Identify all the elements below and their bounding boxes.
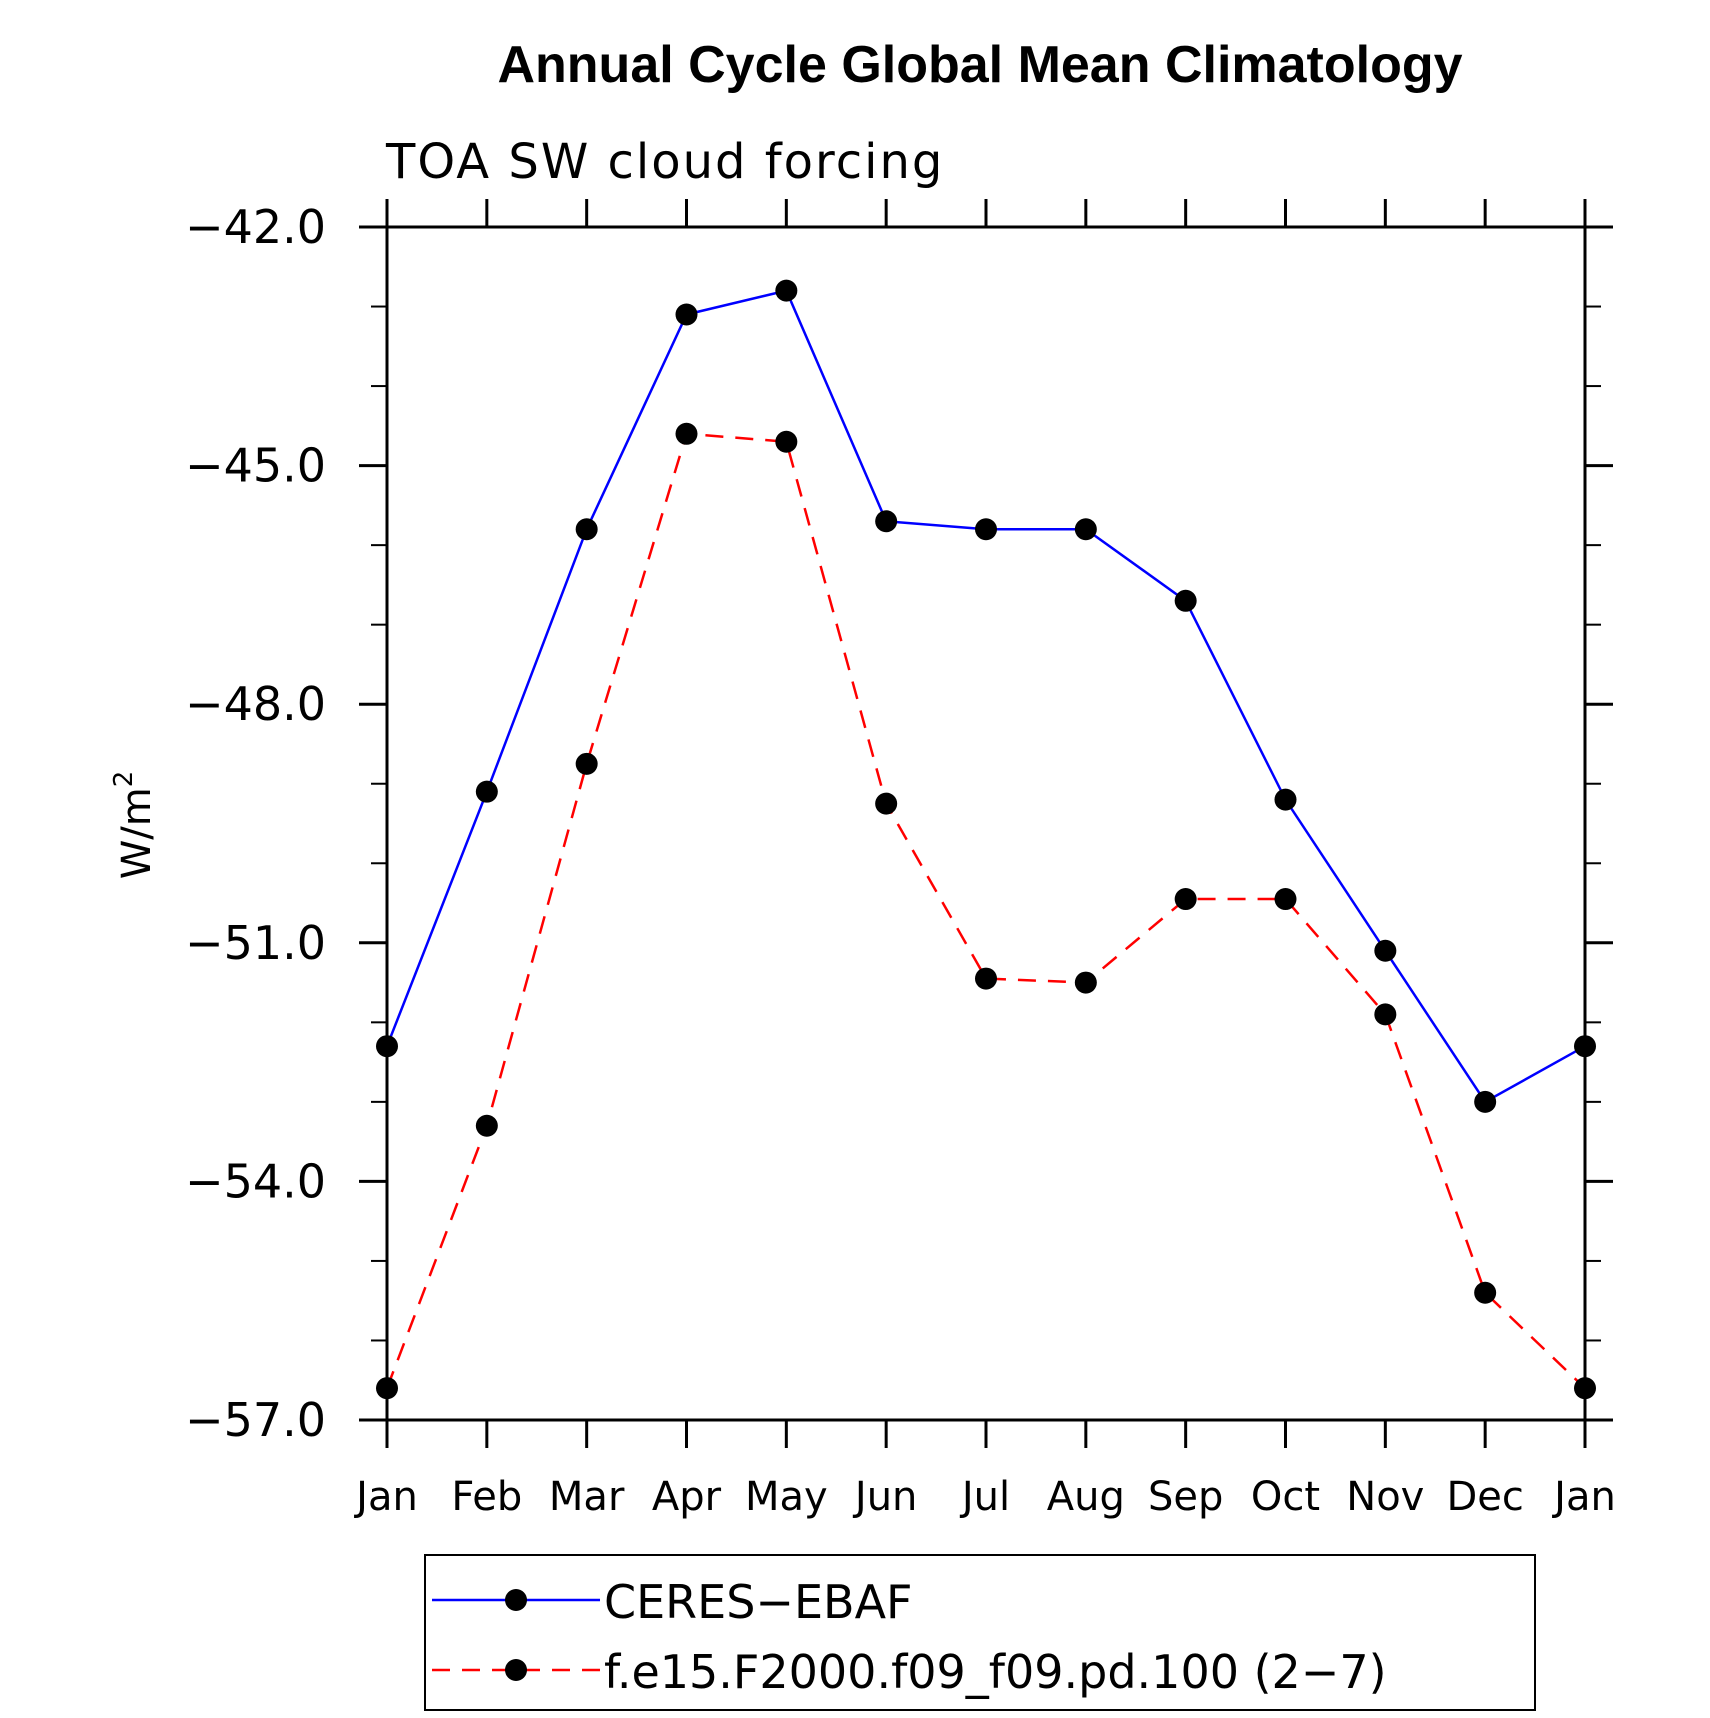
- data-point-s1-4: [775, 430, 798, 453]
- data-point-s1-6: [975, 967, 997, 990]
- data-point-s1-12: [1574, 1377, 1596, 1400]
- data-point-s0-4: [775, 279, 798, 302]
- y-tick-label: −54.0: [185, 1154, 326, 1208]
- x-tick-label: Jan: [353, 1474, 418, 1520]
- data-point-s0-12: [1574, 1035, 1596, 1058]
- legend-box: [424, 1554, 1536, 1711]
- y-tick-label: −57.0: [185, 1393, 326, 1447]
- y-axis-label: W/m2: [109, 771, 160, 880]
- y-axis-label-text: W/m: [114, 787, 160, 879]
- x-tick-label: May: [745, 1474, 828, 1520]
- x-tick-label: Apr: [652, 1474, 722, 1520]
- data-point-s1-11: [1474, 1281, 1497, 1304]
- data-point-s1-9: [1274, 888, 1297, 911]
- chart-title: Annual Cycle Global Mean Climatology: [497, 36, 1462, 94]
- chart-subtitle: TOA SW cloud forcing: [385, 134, 944, 190]
- x-tick-label: Sep: [1148, 1474, 1223, 1520]
- data-point-s1-3: [675, 422, 698, 445]
- legend-label-0: CERES−EBAF: [604, 1575, 913, 1629]
- data-point-s0-6: [975, 518, 997, 541]
- x-tick-label: Dec: [1446, 1474, 1523, 1520]
- data-point-s1-0: [376, 1377, 398, 1400]
- x-tick-label: Jul: [959, 1474, 1010, 1520]
- data-point-s1-8: [1174, 888, 1197, 911]
- data-point-s1-10: [1374, 1003, 1397, 1026]
- x-tick-label: Nov: [1346, 1474, 1424, 1520]
- data-point-s0-8: [1174, 589, 1197, 612]
- x-tick-label: Jan: [1551, 1474, 1616, 1520]
- legend-marker-1: [505, 1659, 527, 1681]
- y-axis-label-superscript: 2: [109, 771, 139, 788]
- data-point-s1-2: [575, 752, 598, 775]
- legend: CERES−EBAF f.e15.F2000.f09_f09.pd.100 (2−…: [424, 1554, 1536, 1711]
- data-point-s0-0: [376, 1035, 398, 1058]
- x-tick-label: Mar: [549, 1474, 625, 1520]
- x-tick-label: Aug: [1047, 1474, 1125, 1520]
- x-tick-label: Oct: [1251, 1474, 1320, 1520]
- data-point-s0-10: [1374, 939, 1397, 962]
- plot-frame: [385, 225, 1587, 1422]
- data-point-s0-3: [675, 303, 698, 326]
- legend-label-1: f.e15.F2000.f09_f09.pd.100 (2−7): [604, 1645, 1387, 1699]
- data-point-s1-7: [1074, 971, 1097, 994]
- data-point-s1-5: [875, 792, 898, 815]
- data-point-s0-1: [475, 780, 498, 803]
- x-tick-label: Jun: [852, 1474, 918, 1520]
- data-point-s1-1: [475, 1114, 498, 1137]
- series-layer: [376, 279, 1596, 1400]
- data-point-s0-9: [1274, 788, 1297, 811]
- y-tick-label: −45.0: [185, 439, 326, 493]
- data-point-s0-2: [575, 518, 598, 541]
- y-tick-label: −48.0: [185, 677, 326, 731]
- legend-marker-0: [505, 1589, 527, 1611]
- y-tick-label: −42.0: [185, 200, 326, 254]
- series-line-1: [385, 432, 1586, 1390]
- data-point-s0-5: [875, 510, 898, 533]
- data-point-s0-7: [1074, 518, 1097, 541]
- x-tick-label: Feb: [451, 1474, 522, 1520]
- data-point-s0-11: [1474, 1090, 1497, 1113]
- y-tick-label: −51.0: [185, 916, 326, 970]
- axes-layer: Jan Feb Mar Apr May Jun Jul Aug Sep Oct Nov Dec Jan−…: [109, 199, 1616, 1520]
